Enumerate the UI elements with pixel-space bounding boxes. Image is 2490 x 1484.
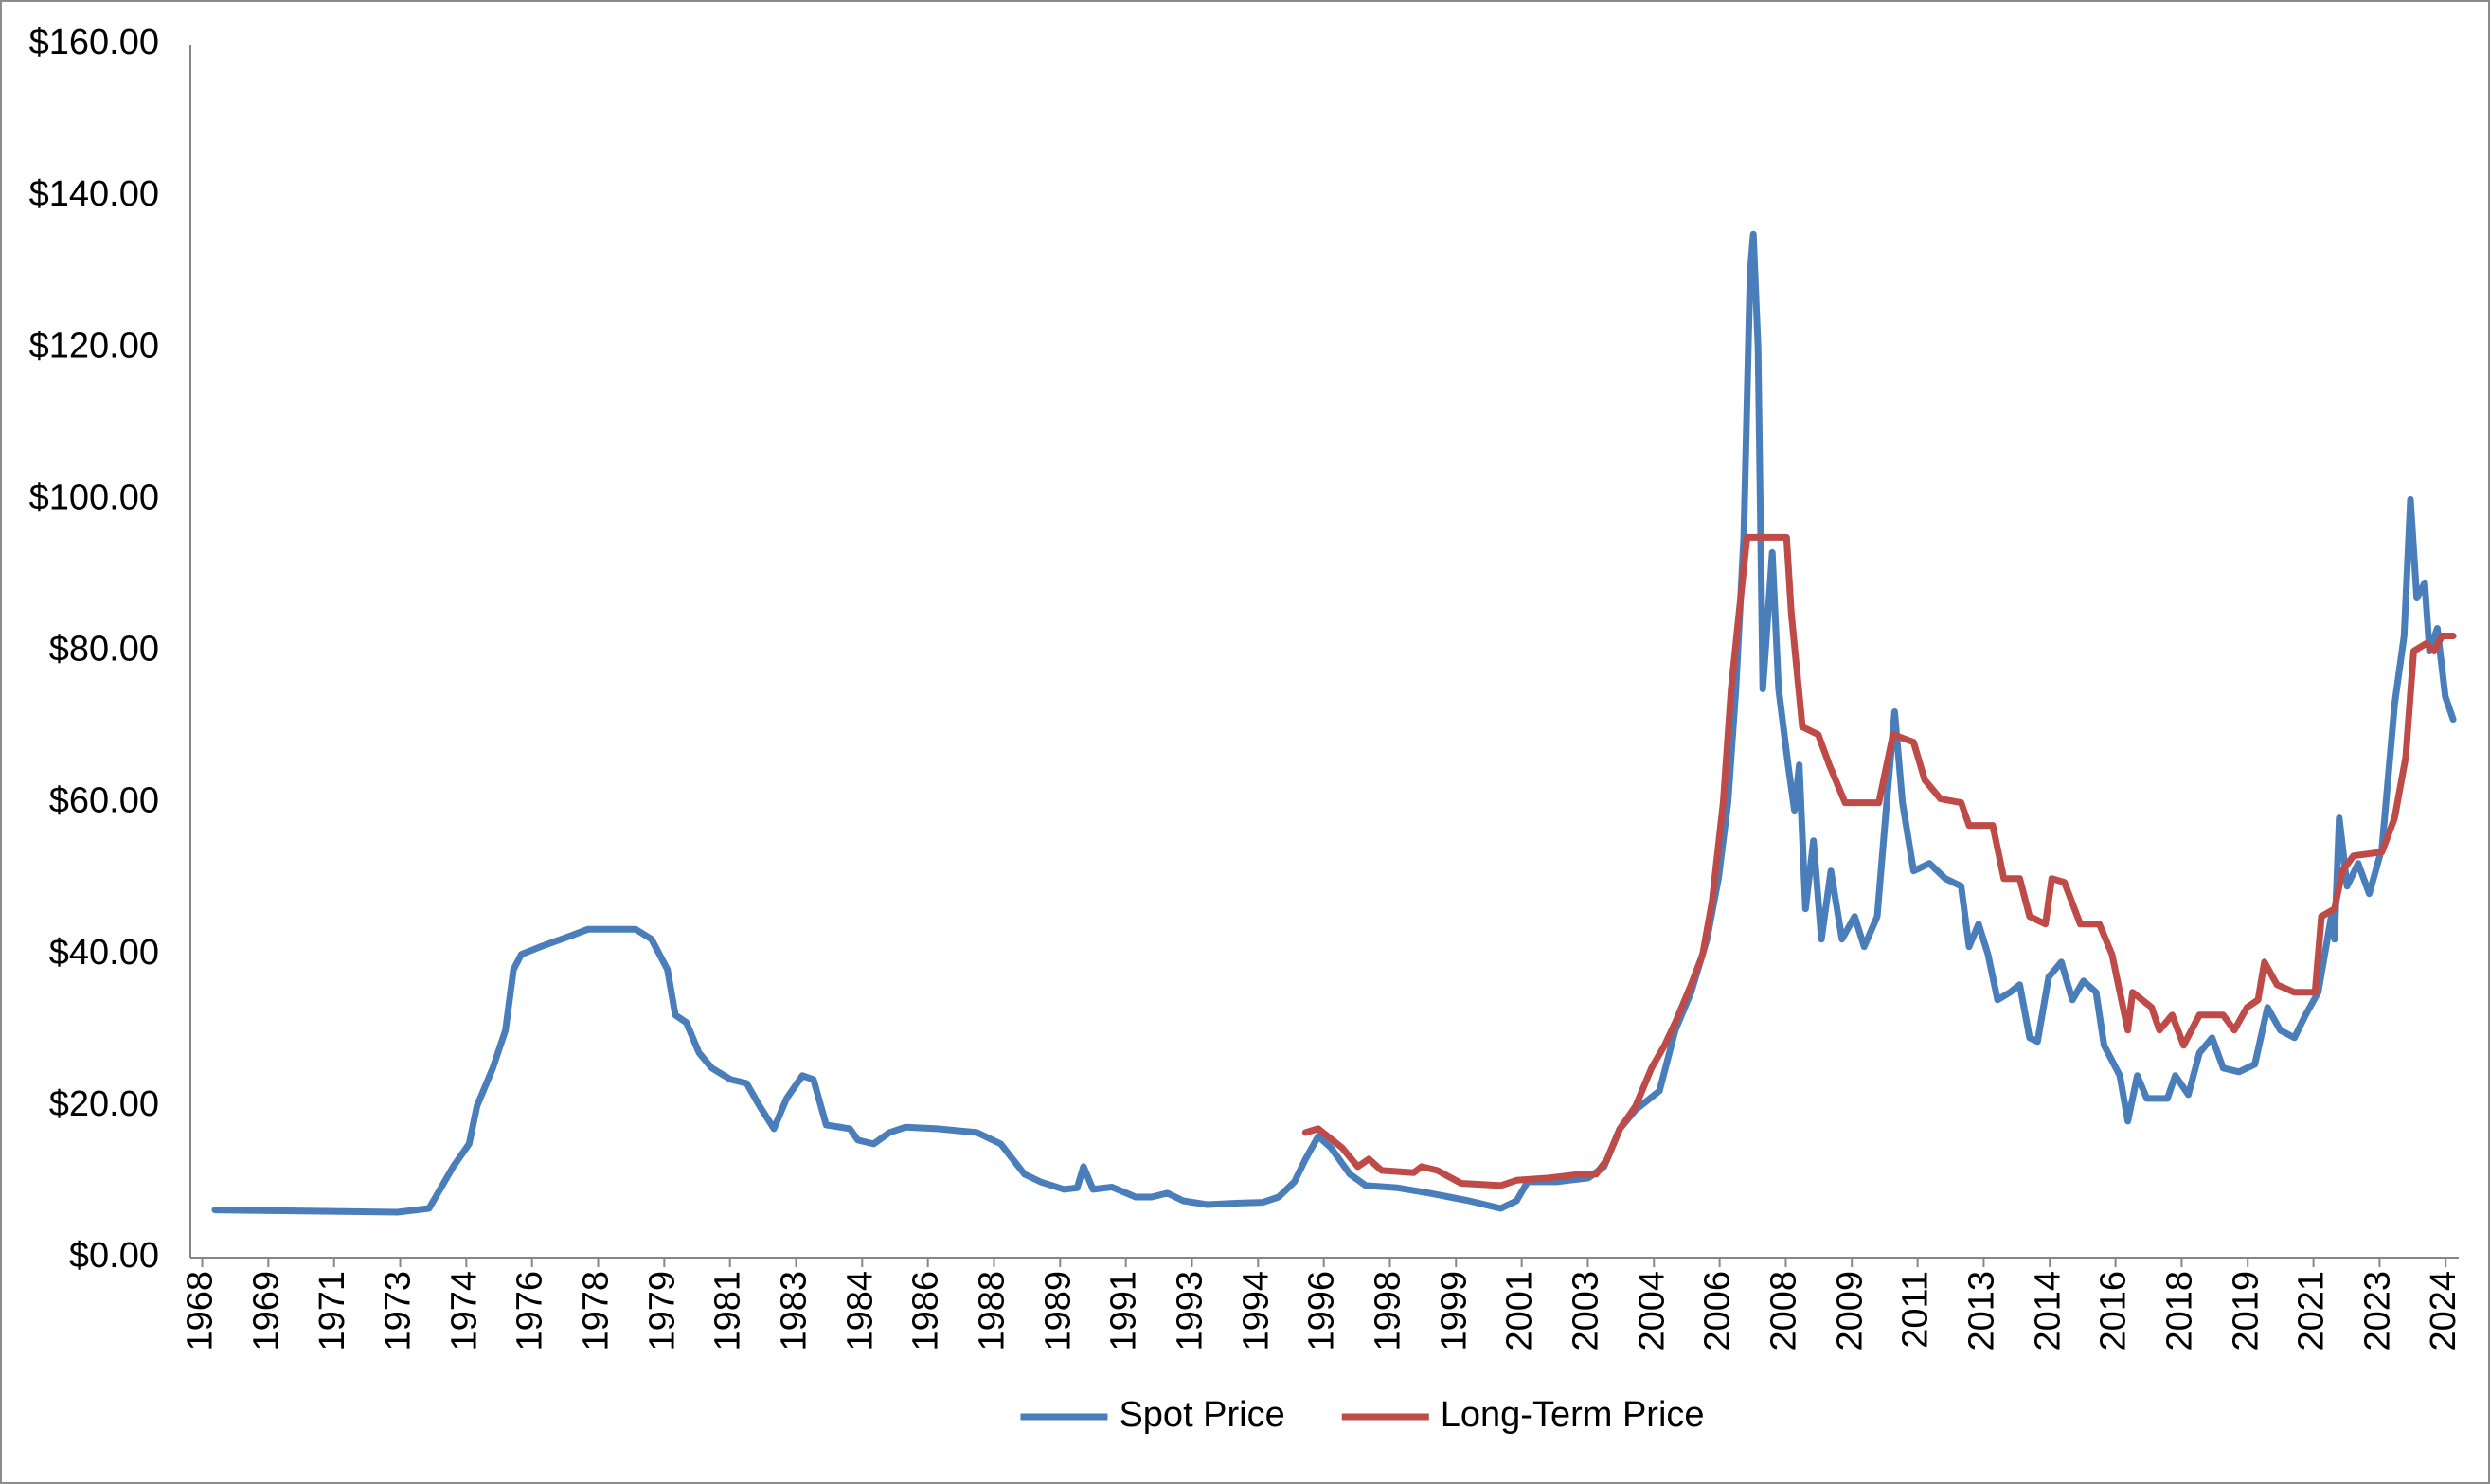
x-tick-label: 1993 (1171, 1271, 1210, 1351)
x-tick-label: 1973 (379, 1271, 419, 1351)
x-tick-label: 1999 (1434, 1271, 1474, 1351)
y-tick-label: $160.00 (29, 23, 159, 63)
x-tick-label: 2018 (2159, 1271, 2199, 1351)
x-tick-label: 1989 (1038, 1271, 1078, 1351)
x-tick-label: 2019 (2226, 1271, 2266, 1351)
legend-label: Long-Term Price (1441, 1395, 1705, 1435)
x-tick-label: 1983 (775, 1271, 815, 1351)
x-tick-label: 1998 (1368, 1271, 1407, 1351)
x-tick-label: 1969 (246, 1271, 286, 1351)
y-tick-label: $20.00 (49, 1084, 159, 1124)
x-tick-label: 2013 (1962, 1271, 2001, 1351)
y-tick-label: $80.00 (49, 630, 159, 670)
x-tick-label: 2023 (2357, 1271, 2397, 1351)
x-tick-label: 2008 (1764, 1271, 1803, 1351)
x-tick-label: 1994 (1236, 1271, 1276, 1351)
x-tick-label: 1978 (577, 1271, 617, 1351)
x-tick-label: 2014 (2028, 1271, 2068, 1351)
y-tick-label: $100.00 (29, 477, 159, 517)
y-tick-label: $60.00 (49, 781, 159, 821)
x-tick-label: 2009 (1830, 1271, 1870, 1351)
y-tick-label: $0.00 (69, 1236, 159, 1276)
x-tick-label: 2006 (1698, 1271, 1738, 1351)
x-tick-label: 2016 (2094, 1271, 2134, 1351)
x-tick-label: 2001 (1500, 1271, 1540, 1351)
x-tick-label: 1984 (840, 1271, 880, 1351)
x-tick-label: 1968 (181, 1271, 221, 1351)
series-line (1301, 533, 2457, 1189)
x-tick-label: 2004 (1632, 1271, 1672, 1351)
x-tick-label: 2003 (1566, 1271, 1605, 1351)
x-tick-label: 1996 (1302, 1271, 1342, 1351)
y-tick-label: $120.00 (29, 326, 159, 366)
x-tick-label: 1988 (973, 1271, 1012, 1351)
x-tick-label: 1991 (1104, 1271, 1144, 1351)
series-line (211, 230, 2457, 1216)
x-tick-label: 1971 (313, 1271, 352, 1351)
legend-label: Spot Price (1119, 1395, 1284, 1435)
x-tick-label: 2024 (2424, 1271, 2463, 1351)
x-tick-label: 1979 (642, 1271, 682, 1351)
x-tick-label: 1986 (906, 1271, 946, 1351)
x-tick-label: 1974 (444, 1271, 484, 1351)
x-tick-label: 1981 (708, 1271, 748, 1351)
y-tick-label: $140.00 (29, 174, 159, 214)
y-tick-label: $40.00 (49, 933, 159, 973)
x-tick-label: 1976 (511, 1271, 550, 1351)
x-tick-label: 2011 (1896, 1271, 1936, 1349)
x-tick-label: 2021 (2292, 1271, 2332, 1351)
